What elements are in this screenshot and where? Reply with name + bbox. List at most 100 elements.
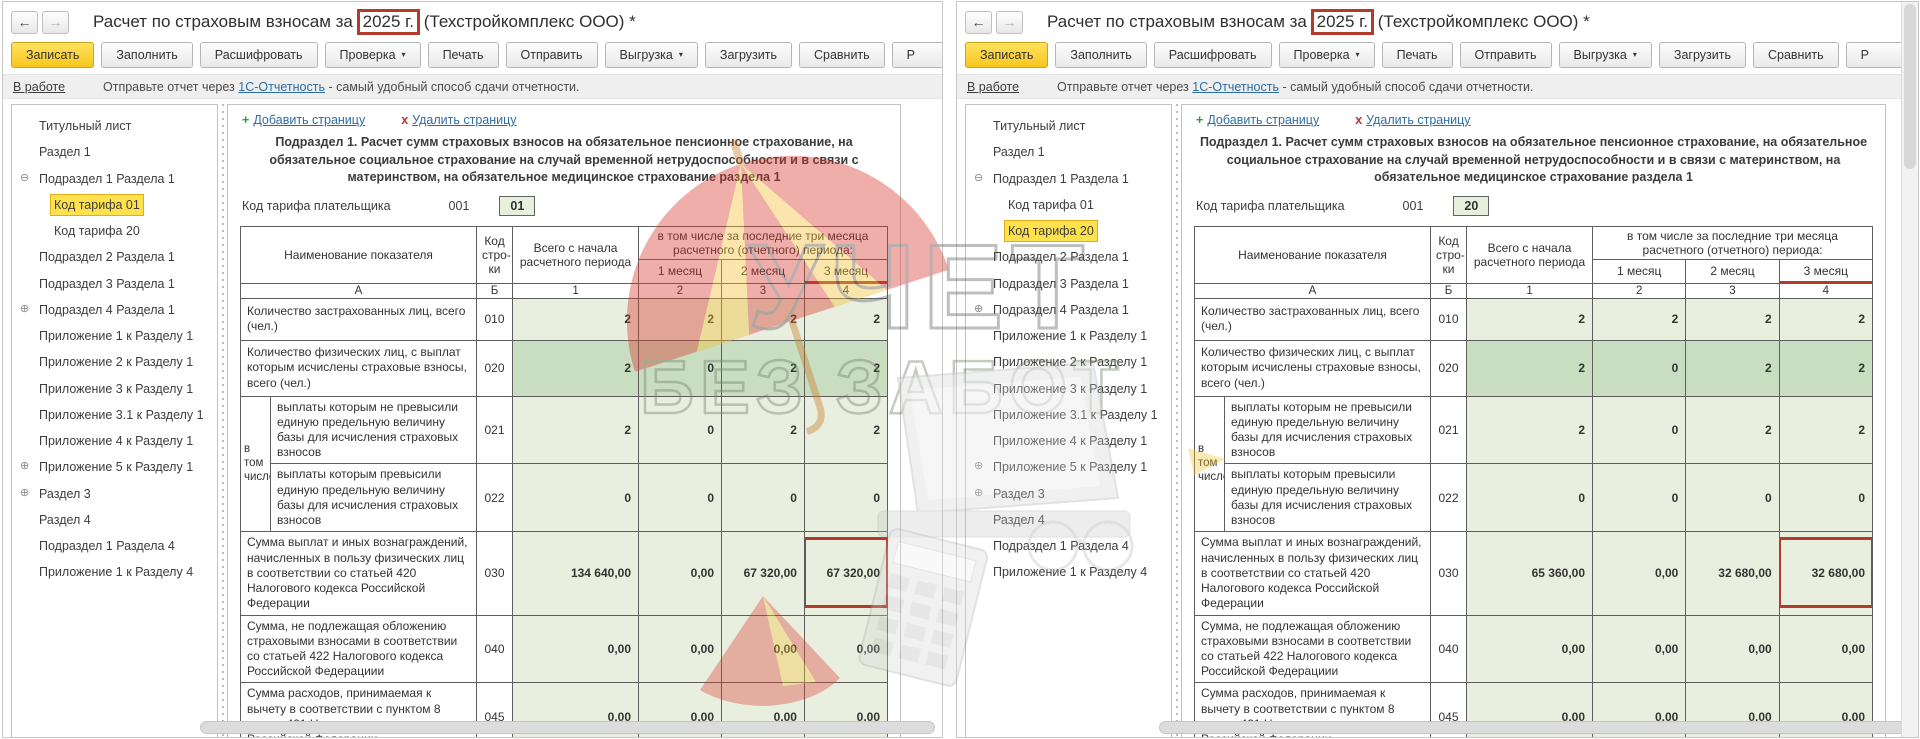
sidebar-item[interactable]: Приложение 1 к Разделу 1: [966, 323, 1171, 349]
value-cell[interactable]: 2: [721, 339, 805, 397]
sidebar-item[interactable]: Приложение 2 к Разделу 1: [12, 349, 217, 375]
horizontal-scrollbar-thumb[interactable]: [1158, 721, 1911, 734]
value-cell[interactable]: 32 680,00: [1685, 531, 1780, 616]
value-cell[interactable]: 0,00: [638, 614, 722, 684]
tree-plus-icon[interactable]: ⊕: [20, 302, 30, 315]
value-cell[interactable]: 0,00: [1592, 531, 1687, 616]
value-cell[interactable]: 2: [1685, 297, 1780, 341]
vertical-scrollbar-thumb[interactable]: [1904, 4, 1916, 169]
tariff-value-field[interactable]: 20: [1453, 195, 1490, 216]
back-button[interactable]: ←: [11, 10, 38, 34]
sidebar-item[interactable]: Титульный лист: [12, 113, 217, 139]
sidebar-item[interactable]: Приложение 3.1 к Разделу 1: [966, 402, 1171, 428]
value-cell[interactable]: 2: [1778, 339, 1874, 397]
sidebar-item[interactable]: Приложение 2 к Разделу 1: [966, 349, 1171, 375]
value-cell[interactable]: 2: [512, 297, 640, 341]
sidebar-item[interactable]: Раздел 1: [12, 139, 217, 165]
sidebar-item[interactable]: ⊕ Приложение 5 к Разделу 1: [12, 454, 217, 480]
sidebar-splitter[interactable]: [222, 104, 224, 737]
toolbar-button-1[interactable]: Записать: [11, 41, 95, 68]
value-cell[interactable]: 0,00: [803, 614, 889, 684]
toolbar-button-6[interactable]: Отправить: [505, 41, 598, 68]
value-cell[interactable]: 0: [638, 339, 722, 397]
sidebar-item[interactable]: Раздел 4: [966, 507, 1171, 533]
value-cell[interactable]: 0: [1778, 463, 1874, 533]
sidebar-item[interactable]: Подраздел 2 Раздела 1: [966, 244, 1171, 270]
value-cell[interactable]: 0: [512, 463, 640, 533]
value-cell[interactable]: 0: [803, 463, 889, 533]
status-state-link[interactable]: В работе: [967, 79, 1020, 94]
toolbar-button-2[interactable]: Заполнить: [101, 41, 193, 68]
value-cell[interactable]: 2: [1778, 395, 1874, 465]
forward-button[interactable]: →: [996, 10, 1023, 34]
tree-plus-icon[interactable]: ⊕: [974, 460, 984, 473]
value-cell[interactable]: 2: [1466, 297, 1594, 341]
sidebar-item[interactable]: Код тарифа 01: [966, 192, 1171, 218]
sidebar-item[interactable]: Приложение 1 к Разделу 1: [12, 323, 217, 349]
value-cell[interactable]: 0: [1592, 463, 1687, 533]
delete-page-link[interactable]: x Удалить страницу: [1355, 113, 1471, 127]
sidebar-item[interactable]: Подраздел 1 Раздела 4: [12, 533, 217, 559]
sidebar-item[interactable]: Код тарифа 01: [12, 192, 217, 218]
value-cell[interactable]: 32 680,00: [1778, 531, 1874, 616]
value-cell[interactable]: 2: [1466, 395, 1594, 465]
horizontal-scrollbar-thumb[interactable]: [200, 721, 935, 734]
tree-plus-icon[interactable]: ⊕: [974, 486, 984, 499]
toolbar-button-3[interactable]: Расшифровать: [1153, 41, 1272, 68]
value-cell[interactable]: 0: [638, 463, 722, 533]
value-cell[interactable]: 0,00: [638, 531, 722, 616]
sidebar-item[interactable]: Приложение 4 к Разделу 1: [12, 428, 217, 454]
value-cell[interactable]: 2: [1592, 297, 1687, 341]
toolbar-button-2[interactable]: Заполнить: [1055, 41, 1147, 68]
sidebar-item[interactable]: ⊖ Подраздел 1 Раздела 1: [12, 166, 217, 192]
sidebar-item[interactable]: Раздел 1: [966, 139, 1171, 165]
toolbar-button-8[interactable]: Загрузить: [1658, 41, 1746, 68]
horizontal-scrollbar[interactable]: [1158, 721, 1911, 734]
horizontal-scrollbar[interactable]: [200, 721, 935, 734]
sidebar-item[interactable]: Подраздел 3 Раздела 1: [966, 271, 1171, 297]
value-cell[interactable]: 2: [512, 339, 640, 397]
toolbar-button-7[interactable]: Выгрузка ▾: [604, 41, 698, 68]
value-cell[interactable]: 2: [1685, 395, 1780, 465]
vertical-scrollbar[interactable]: [1901, 2, 1918, 737]
add-page-link[interactable]: + Добавить страницу: [242, 113, 366, 127]
value-cell[interactable]: 0,00: [1592, 614, 1687, 684]
sidebar-item[interactable]: Код тарифа 20: [12, 218, 217, 244]
value-cell[interactable]: 2: [803, 395, 889, 465]
sidebar-item[interactable]: Приложение 1 к Разделу 4: [966, 559, 1171, 585]
tree-minus-icon[interactable]: ⊖: [20, 171, 30, 184]
toolbar-button-9[interactable]: Сравнить: [798, 41, 885, 68]
tree-plus-icon[interactable]: ⊕: [20, 460, 30, 473]
toolbar-button-8[interactable]: Загрузить: [704, 41, 792, 68]
value-cell[interactable]: 2: [1466, 339, 1594, 397]
tariff-value-field[interactable]: 01: [499, 195, 536, 216]
toolbar-button-4[interactable]: Проверка ▾: [1278, 41, 1375, 68]
sidebar-item[interactable]: Приложение 3.1 к Разделу 1: [12, 402, 217, 428]
value-cell[interactable]: 2: [638, 297, 722, 341]
value-cell[interactable]: 134 640,00: [512, 531, 640, 616]
toolbar-button-3[interactable]: Расшифровать: [199, 41, 318, 68]
value-cell[interactable]: 0,00: [1778, 614, 1874, 684]
value-cell[interactable]: 0,00: [512, 614, 640, 684]
value-cell[interactable]: 0: [1592, 339, 1687, 397]
sidebar-splitter[interactable]: [1176, 104, 1178, 737]
toolbar-button-6[interactable]: Отправить: [1459, 41, 1552, 68]
value-cell[interactable]: 0,00: [1466, 682, 1594, 737]
toolbar-button-9[interactable]: Сравнить: [1752, 41, 1839, 68]
value-cell[interactable]: 0,00: [721, 614, 805, 684]
value-cell[interactable]: 2: [512, 395, 640, 465]
tree-plus-icon[interactable]: ⊕: [974, 302, 984, 315]
value-cell[interactable]: 2: [721, 395, 805, 465]
add-page-link[interactable]: + Добавить страницу: [1196, 113, 1320, 127]
value-cell[interactable]: 2: [721, 297, 805, 341]
value-cell[interactable]: 0: [1592, 395, 1687, 465]
value-cell[interactable]: 0: [1685, 463, 1780, 533]
sidebar-item[interactable]: Код тарифа 20: [966, 218, 1171, 244]
toolbar-button-7[interactable]: Выгрузка ▾: [1558, 41, 1652, 68]
sidebar-item[interactable]: ⊕ Приложение 5 к Разделу 1: [966, 454, 1171, 480]
sidebar-item[interactable]: ⊕ Подраздел 4 Раздела 1: [966, 297, 1171, 323]
back-button[interactable]: ←: [965, 10, 992, 34]
sidebar-item[interactable]: ⊕ Раздел 3: [12, 481, 217, 507]
sidebar-item[interactable]: Приложение 4 к Разделу 1: [966, 428, 1171, 454]
toolbar-button-4[interactable]: Проверка ▾: [324, 41, 421, 68]
